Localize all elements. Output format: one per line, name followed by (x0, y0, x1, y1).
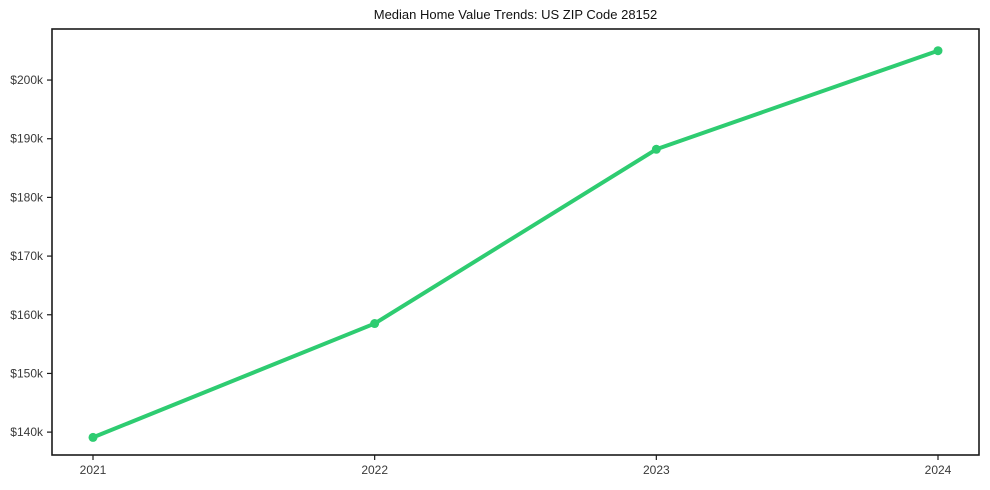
y-tick-label: $200k (10, 73, 44, 87)
y-tick-label: $190k (10, 132, 44, 146)
x-tick-label: 2021 (80, 463, 107, 477)
data-point-marker (651, 144, 661, 154)
y-tick-label: $160k (10, 308, 44, 322)
y-tick-label: $150k (10, 366, 44, 380)
x-tick-label: 2023 (643, 463, 670, 477)
plot-border (51, 28, 980, 456)
x-tick-label: 2022 (361, 463, 388, 477)
y-tick-label: $140k (10, 425, 44, 439)
y-tick-label: $170k (10, 249, 44, 263)
y-tick-label: $180k (10, 190, 44, 204)
x-tick-label: 2024 (925, 463, 952, 477)
data-point-marker (933, 46, 943, 56)
data-point-marker (370, 319, 380, 329)
trend-line (91, 48, 940, 440)
chart-title: Median Home Value Trends: US ZIP Code 28… (373, 7, 658, 22)
data-point-marker (88, 432, 98, 442)
